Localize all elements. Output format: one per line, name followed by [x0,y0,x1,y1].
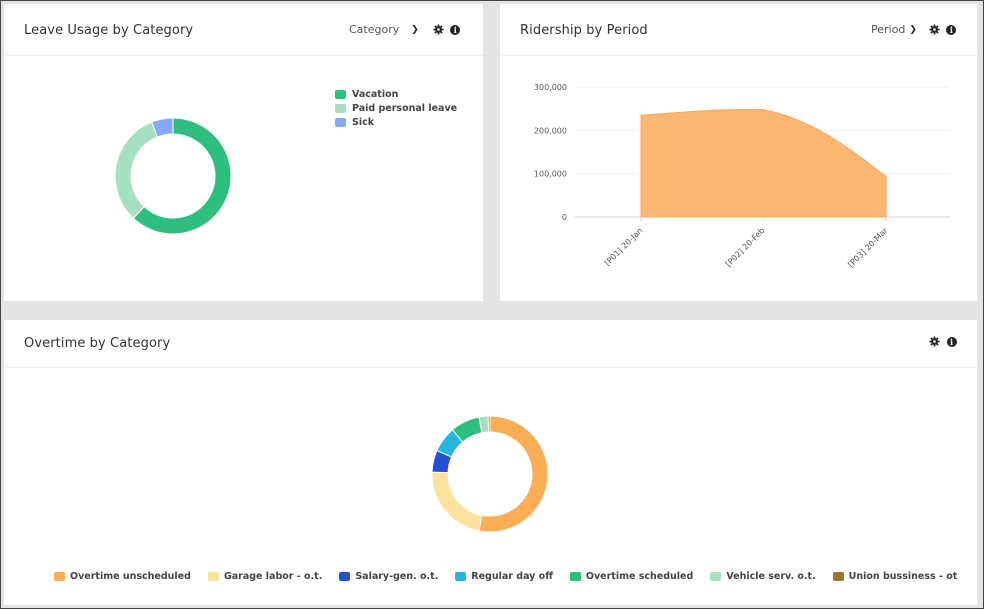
leave-donut-chart [114,117,232,235]
legend-item[interactable]: Vacation [335,87,457,101]
overtime-header: Overtime by Category i [4,320,977,368]
legend-label: Union bussiness - ot [848,571,958,582]
donut-slice[interactable] [478,415,549,533]
info-icon[interactable]: i [946,336,957,347]
x-tick-label: [P02] 20-Feb [724,226,766,268]
legend-label: Garage labor - o.t. [223,571,323,582]
gear-icon[interactable] [433,24,444,35]
legend-swatch [207,572,219,581]
legend-label: Overtime unscheduled [70,571,191,582]
leave-usage-panel: Leave Usage by Category Category ❯ i Vac… [4,4,483,301]
y-tick-label: 200,000 [534,126,567,135]
legend-swatch [569,572,581,581]
legend-swatch [339,572,351,581]
x-tick-label: [P03] 20-Mar [846,226,890,270]
leave-usage-controls: Category ❯ i [349,23,461,36]
donut-slice[interactable] [151,117,174,138]
legend-swatch [54,572,65,581]
legend-label: Sick [352,116,375,128]
legend-label: Paid personal leave [352,102,458,114]
info-icon[interactable]: i [946,24,957,35]
gear-icon[interactable] [929,336,940,347]
legend-item[interactable]: Overtime unscheduled [54,571,191,582]
overtime-donut-chart [431,415,549,533]
overtime-legend: Overtime unscheduled Garage labor - o.t.… [54,571,974,582]
ridership-area-chart: 0 100,000 200,000 300,000 [P01] 20-Jan [P02] … [534,83,950,270]
donut-slice[interactable] [487,415,491,433]
overtime-title: Overtime by Category [24,336,171,351]
chevron-down-icon: ❯ [411,24,419,35]
legend-item[interactable]: Regular day off [455,571,553,582]
legend-swatch [335,89,346,99]
category-dropdown[interactable]: Category ❯ [349,23,419,36]
overtime-controls: i [929,336,957,347]
gear-icon[interactable] [929,24,940,35]
ridership-header: Ridership by Period Period ❯ i [500,4,977,56]
legend-label: Vacation [352,88,399,100]
legend-item[interactable]: Paid personal leave [335,101,457,115]
period-dropdown-label: Period [871,23,906,36]
period-dropdown[interactable]: Period ❯ [871,23,917,36]
leave-legend: Vacation Paid personal leave Sick [335,87,457,129]
donut-slice[interactable] [114,121,159,219]
chevron-down-icon: ❯ [909,24,917,35]
ridership-controls: Period ❯ i [871,23,957,36]
y-tick-label: 300,000 [534,83,567,92]
legend-item[interactable]: Overtime scheduled [569,571,694,582]
ridership-area[interactable] [640,109,887,218]
legend-label: Vehicle serv. o.t. [726,571,816,582]
legend-swatch [832,572,844,581]
legend-label: Regular day off [471,571,553,582]
legend-label: Salary-gen. o.t. [355,571,439,582]
leave-usage-header: Leave Usage by Category Category ❯ i [4,4,483,56]
legend-item[interactable]: Garage labor - o.t. [207,571,323,582]
legend-item[interactable]: Union bussiness - ot [832,571,958,582]
legend-label: Overtime scheduled [585,571,694,582]
ridership-title: Ridership by Period [520,23,648,38]
legend-swatch [710,572,722,581]
y-tick-label: 0 [562,213,567,222]
legend-item[interactable]: Salary-gen. o.t. [339,571,438,582]
category-dropdown-label: Category [349,23,400,36]
info-icon[interactable]: i [450,24,461,35]
ridership-panel: Ridership by Period Period ❯ i 0 100,000 2… [500,4,977,301]
donut-slice[interactable] [431,471,483,532]
y-tick-label: 100,000 [534,170,567,179]
legend-swatch [335,117,346,127]
donut-slice[interactable] [132,117,232,235]
legend-swatch [335,103,346,113]
legend-swatch [455,572,467,581]
overtime-panel: Overtime by Category i [4,320,977,605]
x-tick-label: [P01] 20-Jan [603,226,644,267]
legend-item[interactable]: Vehicle serv. o.t. [710,571,816,582]
leave-usage-title: Leave Usage by Category [24,23,194,38]
legend-item[interactable]: Sick [335,115,457,129]
